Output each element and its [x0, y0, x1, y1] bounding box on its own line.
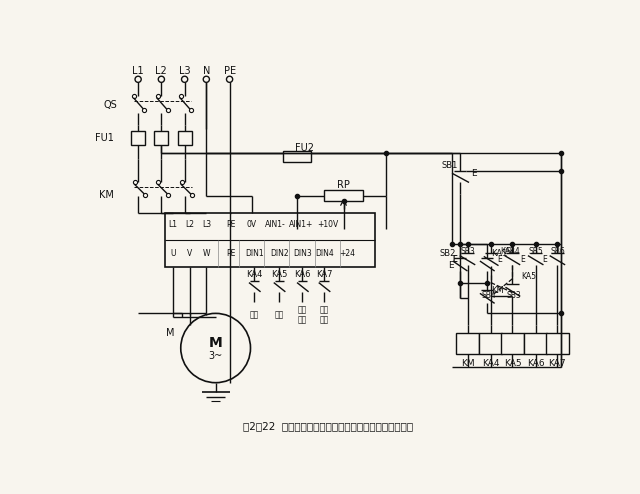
Text: +24: +24: [339, 249, 355, 258]
Text: 3~: 3~: [209, 351, 223, 361]
Text: E: E: [471, 169, 477, 178]
Text: E: E: [520, 255, 525, 264]
Text: W: W: [203, 249, 210, 258]
Text: E: E: [448, 261, 454, 270]
Text: DIN1: DIN1: [245, 249, 264, 258]
Circle shape: [180, 313, 250, 383]
Text: KA5: KA5: [504, 359, 521, 368]
Text: RP: RP: [337, 180, 350, 190]
Text: DIN3: DIN3: [293, 249, 312, 258]
Text: DIN4: DIN4: [315, 249, 333, 258]
Text: L3: L3: [202, 219, 211, 229]
Text: U: U: [170, 249, 176, 258]
Text: +10V: +10V: [317, 219, 339, 229]
Text: PE: PE: [223, 66, 236, 76]
Text: PE: PE: [227, 219, 236, 229]
Circle shape: [227, 76, 233, 82]
Circle shape: [135, 76, 141, 82]
Text: 反向
点动: 反向 点动: [319, 305, 329, 325]
Text: SB4: SB4: [482, 291, 497, 300]
Bar: [165, 213, 374, 267]
Text: FU1: FU1: [95, 133, 114, 143]
Text: KA4: KA4: [482, 359, 499, 368]
Text: KA6: KA6: [294, 270, 310, 280]
Bar: [546, 332, 569, 354]
Text: 图2－22  使用变频器的异步电动机可逆调速系统控制线路: 图2－22 使用变频器的异步电动机可逆调速系统控制线路: [243, 421, 413, 431]
Text: KM: KM: [491, 286, 504, 295]
Text: FU2: FU2: [295, 143, 314, 153]
Text: E: E: [452, 255, 457, 264]
Circle shape: [158, 76, 164, 82]
Text: L1: L1: [168, 219, 177, 229]
Text: AIN1+: AIN1+: [289, 219, 313, 229]
Text: 正转: 正转: [250, 310, 259, 320]
Bar: [154, 131, 168, 145]
Text: KA7: KA7: [316, 270, 332, 280]
Text: KA5: KA5: [522, 272, 537, 281]
Bar: [178, 131, 191, 145]
Text: E: E: [542, 255, 547, 264]
Text: KA4: KA4: [500, 247, 515, 256]
Text: SB2: SB2: [440, 249, 456, 258]
Text: KA4: KA4: [246, 270, 262, 280]
Text: SB3: SB3: [507, 291, 522, 300]
Bar: [456, 332, 479, 354]
Circle shape: [182, 76, 188, 82]
Text: M: M: [209, 336, 223, 350]
Text: E: E: [452, 255, 457, 264]
Text: L2: L2: [156, 66, 167, 76]
Bar: [479, 332, 502, 354]
Text: QS: QS: [104, 100, 117, 111]
Text: DIN2: DIN2: [270, 249, 289, 258]
Text: M: M: [166, 328, 175, 337]
Text: KM: KM: [461, 359, 474, 368]
Text: E: E: [497, 255, 502, 264]
Text: KM: KM: [99, 190, 114, 200]
Text: SB6: SB6: [550, 247, 564, 256]
Text: KA6: KA6: [527, 359, 545, 368]
Bar: [283, 151, 311, 162]
Circle shape: [204, 76, 209, 82]
Text: 0V: 0V: [247, 219, 257, 229]
Text: SB5: SB5: [529, 247, 543, 256]
Text: SB3: SB3: [460, 247, 475, 256]
Bar: [131, 131, 145, 145]
Text: V: V: [188, 249, 193, 258]
Text: L2: L2: [186, 219, 195, 229]
Text: AIN1-: AIN1-: [265, 219, 285, 229]
Text: 反转: 反转: [275, 310, 284, 320]
Text: L3: L3: [179, 66, 191, 76]
Bar: [501, 332, 524, 354]
Text: SB4: SB4: [505, 247, 520, 256]
Text: PE: PE: [227, 249, 236, 258]
Text: L1: L1: [132, 66, 144, 76]
Text: KA7: KA7: [548, 359, 566, 368]
Text: KA1: KA1: [491, 249, 507, 258]
Text: SB1: SB1: [442, 161, 458, 170]
Bar: [524, 332, 547, 354]
Text: 正向
点动: 正向 点动: [298, 305, 307, 325]
Text: N: N: [203, 66, 210, 76]
Bar: [324, 190, 363, 201]
Text: KA5: KA5: [271, 270, 287, 280]
